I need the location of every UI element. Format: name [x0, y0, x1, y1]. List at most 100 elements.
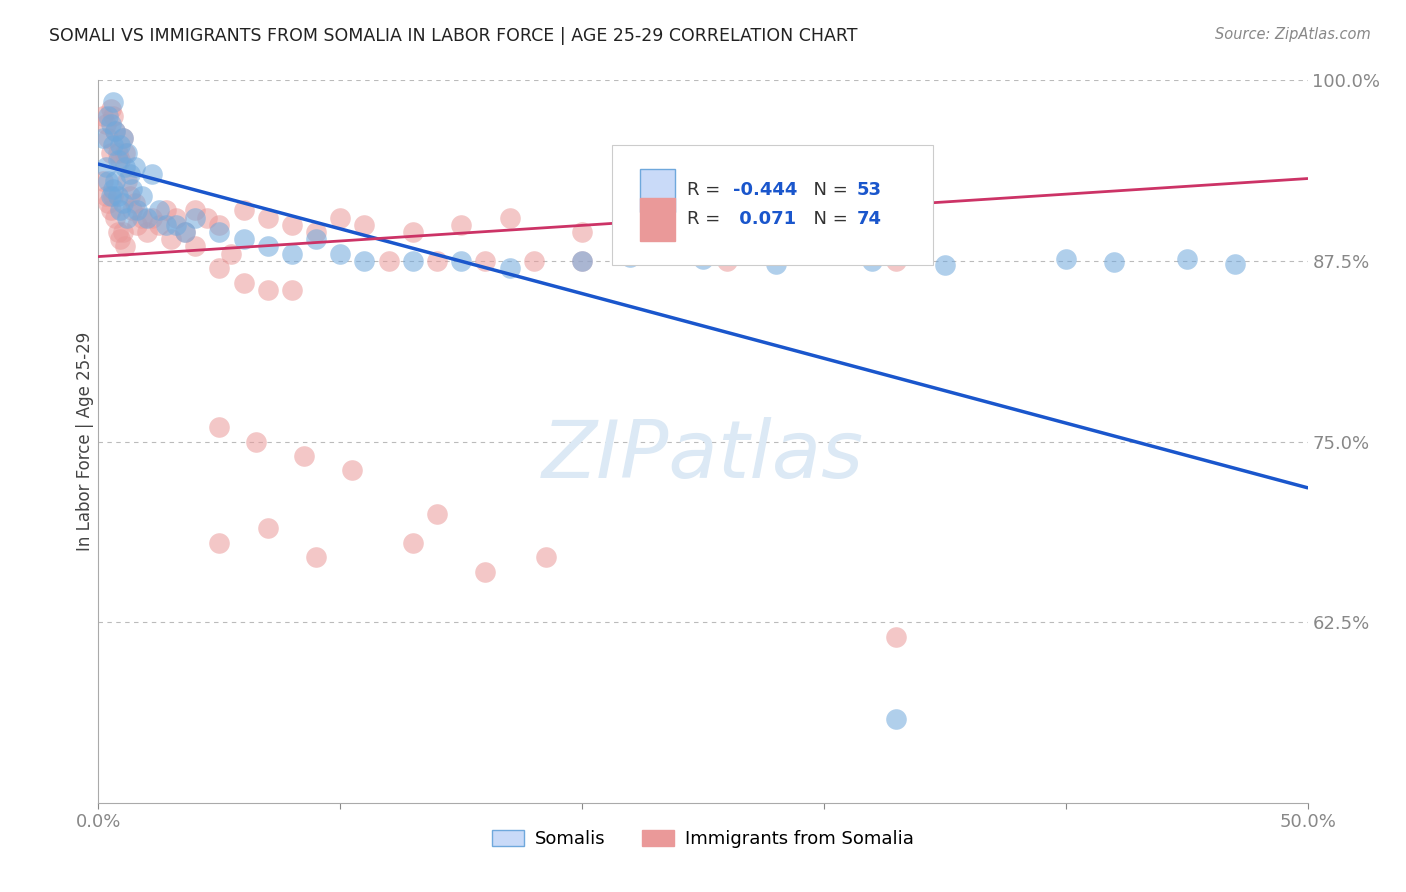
Point: [111, 225, 134, 239]
Point: [97, 174, 120, 188]
Point: [281, 283, 304, 297]
Text: -0.444: -0.444: [734, 181, 797, 200]
Text: ZIPatlas: ZIPatlas: [541, 417, 865, 495]
Point: [148, 203, 170, 218]
Point: [104, 124, 127, 138]
Point: [886, 254, 908, 268]
Point: [141, 167, 163, 181]
Point: [101, 189, 124, 203]
Text: 53: 53: [856, 181, 882, 200]
Point: [245, 434, 267, 449]
Point: [107, 145, 129, 160]
Point: [450, 218, 472, 232]
Point: [232, 276, 254, 290]
Point: [114, 145, 136, 160]
Text: Source: ZipAtlas.com: Source: ZipAtlas.com: [1215, 27, 1371, 42]
Point: [94, 189, 117, 203]
Point: [474, 565, 496, 579]
Point: [108, 203, 131, 218]
Point: [100, 145, 122, 160]
FancyBboxPatch shape: [613, 145, 932, 265]
Point: [124, 196, 146, 211]
Point: [107, 153, 129, 167]
Point: [208, 420, 231, 434]
Point: [148, 218, 170, 232]
Point: [281, 218, 304, 232]
Point: [523, 254, 546, 268]
Point: [127, 218, 149, 232]
Point: [174, 225, 197, 239]
Text: N =: N =: [803, 211, 853, 228]
Point: [114, 160, 136, 174]
Legend: Somalis, Immigrants from Somalia: Somalis, Immigrants from Somalia: [485, 822, 921, 855]
Point: [91, 174, 114, 188]
Point: [165, 211, 187, 225]
Point: [716, 254, 738, 268]
FancyBboxPatch shape: [640, 198, 675, 241]
Point: [111, 131, 134, 145]
Point: [292, 449, 315, 463]
Point: [571, 254, 593, 268]
Point: [131, 189, 153, 203]
Point: [91, 109, 114, 123]
Point: [104, 124, 127, 138]
Point: [155, 218, 177, 232]
Text: N =: N =: [803, 181, 853, 200]
Point: [208, 225, 231, 239]
Point: [111, 131, 134, 145]
Point: [184, 211, 207, 225]
Point: [692, 252, 714, 267]
Point: [1223, 257, 1246, 271]
Point: [256, 211, 278, 225]
Point: [1054, 252, 1077, 267]
Point: [221, 246, 243, 260]
Point: [131, 211, 153, 225]
Point: [101, 181, 124, 195]
Point: [305, 232, 328, 246]
Point: [135, 225, 157, 239]
Point: [377, 254, 399, 268]
Point: [329, 211, 352, 225]
Point: [342, 463, 364, 477]
Point: [100, 203, 122, 218]
Point: [155, 203, 177, 218]
Point: [886, 712, 908, 726]
Point: [97, 196, 120, 211]
Point: [101, 95, 124, 109]
Point: [101, 138, 124, 153]
Text: R =: R =: [688, 211, 727, 228]
Point: [97, 109, 120, 123]
Point: [104, 211, 127, 225]
Point: [208, 261, 231, 276]
Point: [107, 225, 129, 239]
Point: [208, 218, 231, 232]
Point: [108, 138, 131, 153]
Point: [101, 109, 124, 123]
Point: [765, 257, 787, 271]
Point: [118, 189, 141, 203]
Point: [450, 254, 472, 268]
Point: [619, 250, 641, 264]
Text: 74: 74: [856, 211, 882, 228]
Point: [860, 254, 883, 268]
Point: [498, 211, 520, 225]
Point: [353, 218, 375, 232]
Point: [121, 181, 143, 195]
Point: [305, 225, 328, 239]
Point: [256, 239, 278, 253]
Point: [117, 174, 139, 188]
Text: SOMALI VS IMMIGRANTS FROM SOMALIA IN LABOR FORCE | AGE 25-29 CORRELATION CHART: SOMALI VS IMMIGRANTS FROM SOMALIA IN LAB…: [49, 27, 858, 45]
Point: [104, 174, 127, 188]
Point: [94, 117, 117, 131]
Point: [402, 535, 425, 549]
Point: [195, 211, 218, 225]
Point: [117, 211, 139, 225]
Point: [100, 117, 122, 131]
Point: [232, 232, 254, 246]
Point: [118, 167, 141, 181]
Point: [353, 254, 375, 268]
Point: [281, 246, 304, 260]
Point: [256, 521, 278, 535]
Point: [571, 254, 593, 268]
Point: [165, 218, 187, 232]
